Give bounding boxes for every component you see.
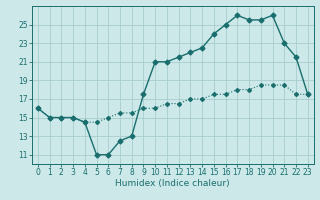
X-axis label: Humidex (Indice chaleur): Humidex (Indice chaleur) bbox=[116, 179, 230, 188]
